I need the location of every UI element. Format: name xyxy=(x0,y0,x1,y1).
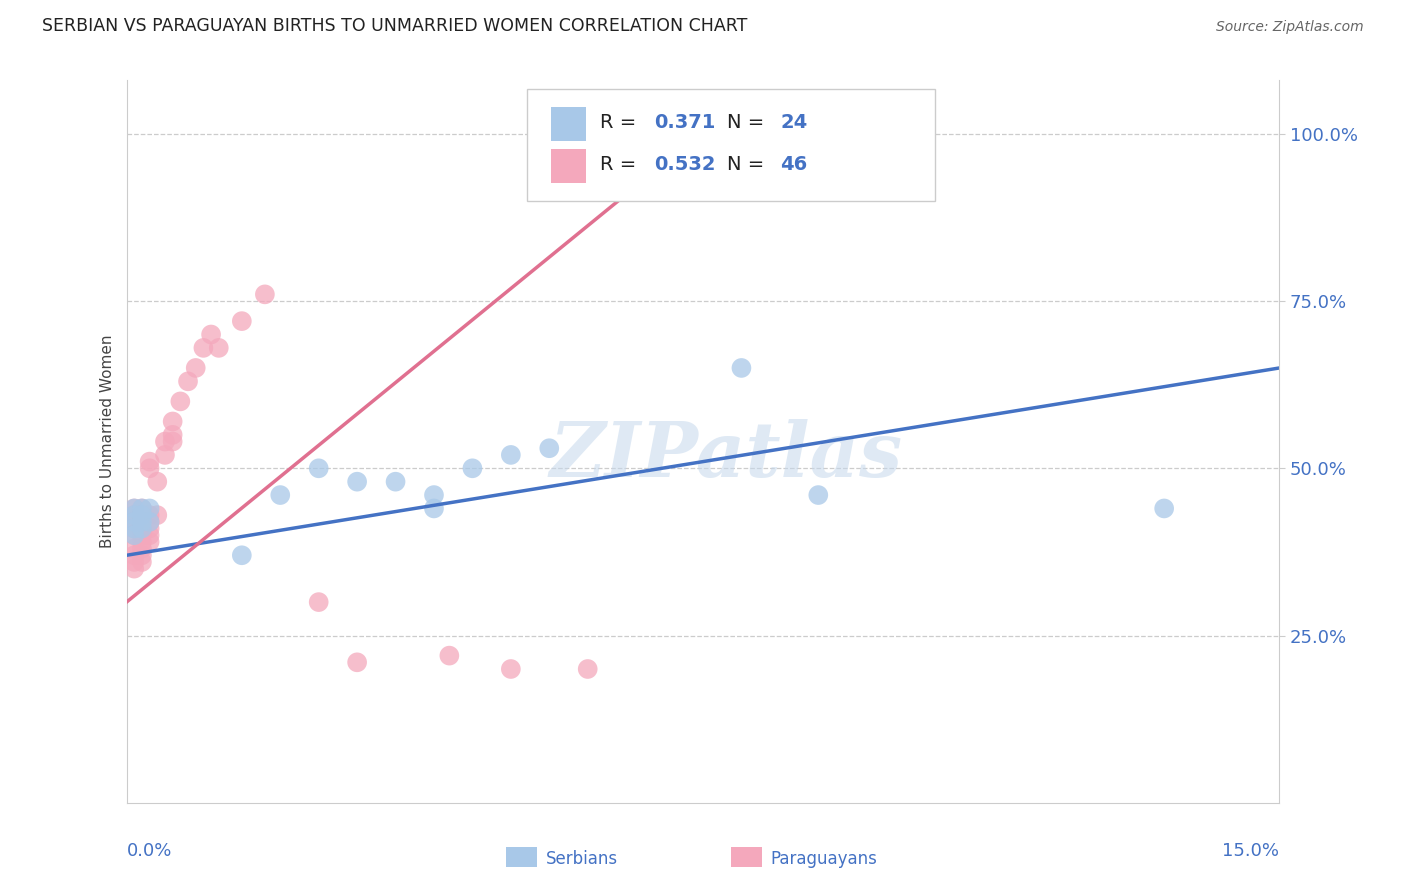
Point xyxy=(423,488,446,502)
Point xyxy=(122,508,145,523)
Point xyxy=(346,655,368,669)
Point xyxy=(131,534,153,549)
Point xyxy=(499,448,522,462)
Point xyxy=(131,501,153,516)
Point xyxy=(131,508,153,523)
Text: 0.532: 0.532 xyxy=(654,155,716,175)
Point xyxy=(131,528,153,542)
Point xyxy=(346,475,368,489)
Point xyxy=(308,461,330,475)
Text: 0.0%: 0.0% xyxy=(127,842,172,860)
Point xyxy=(538,442,561,455)
Point xyxy=(122,515,145,529)
Text: 15.0%: 15.0% xyxy=(1222,842,1279,860)
Text: R =: R = xyxy=(600,113,643,133)
Text: R =: R = xyxy=(600,155,643,175)
Point xyxy=(122,501,145,516)
Point xyxy=(138,515,160,529)
Point xyxy=(131,548,153,563)
Text: 0.371: 0.371 xyxy=(654,113,716,133)
Point xyxy=(146,475,169,489)
Point xyxy=(177,375,200,389)
Point xyxy=(200,327,222,342)
Point xyxy=(461,461,484,475)
Point xyxy=(131,521,153,535)
Point xyxy=(162,414,184,429)
Point xyxy=(138,461,160,475)
Point xyxy=(138,515,160,529)
Point xyxy=(138,534,160,549)
Point xyxy=(122,521,145,535)
Point xyxy=(153,448,176,462)
Point xyxy=(439,648,461,663)
Point xyxy=(122,508,145,523)
Point xyxy=(845,147,868,161)
Y-axis label: Births to Unmarried Women: Births to Unmarried Women xyxy=(100,334,115,549)
Point xyxy=(153,434,176,449)
Point xyxy=(122,521,145,535)
Point xyxy=(131,541,153,556)
Point xyxy=(122,555,145,569)
Point xyxy=(131,508,153,523)
Point xyxy=(1153,501,1175,516)
Point xyxy=(576,662,599,676)
Point xyxy=(122,548,145,563)
Point xyxy=(231,314,253,328)
Point xyxy=(308,595,330,609)
Point xyxy=(131,515,153,529)
Point xyxy=(122,562,145,576)
Point xyxy=(231,548,253,563)
Text: SERBIAN VS PARAGUAYAN BIRTHS TO UNMARRIED WOMEN CORRELATION CHART: SERBIAN VS PARAGUAYAN BIRTHS TO UNMARRIE… xyxy=(42,17,748,35)
Text: 24: 24 xyxy=(780,113,807,133)
Point xyxy=(131,555,153,569)
Text: N =: N = xyxy=(727,113,770,133)
Point xyxy=(253,287,276,301)
Point xyxy=(184,361,207,376)
Point xyxy=(269,488,291,502)
Point xyxy=(208,341,231,355)
Text: Source: ZipAtlas.com: Source: ZipAtlas.com xyxy=(1216,21,1364,34)
Point xyxy=(122,501,145,516)
Point xyxy=(138,508,160,523)
Point xyxy=(169,394,191,409)
Point xyxy=(193,341,215,355)
Text: Serbians: Serbians xyxy=(546,850,617,868)
Point xyxy=(138,528,160,542)
Text: 46: 46 xyxy=(780,155,807,175)
Text: Paraguayans: Paraguayans xyxy=(770,850,877,868)
Point xyxy=(138,521,160,535)
Point xyxy=(146,508,169,523)
Point xyxy=(162,427,184,442)
Point xyxy=(138,455,160,469)
Point xyxy=(131,515,153,529)
Point xyxy=(162,434,184,449)
Point xyxy=(423,501,446,516)
Point xyxy=(730,361,752,376)
Point xyxy=(138,501,160,516)
Point xyxy=(131,521,153,535)
Point xyxy=(807,488,830,502)
Point xyxy=(122,528,145,542)
Point xyxy=(122,541,145,556)
Point xyxy=(122,528,145,542)
Text: N =: N = xyxy=(727,155,770,175)
Point xyxy=(384,475,406,489)
Point xyxy=(499,662,522,676)
Point xyxy=(122,515,145,529)
Point xyxy=(131,501,153,516)
Text: ZIPatlas: ZIPatlas xyxy=(550,419,903,493)
